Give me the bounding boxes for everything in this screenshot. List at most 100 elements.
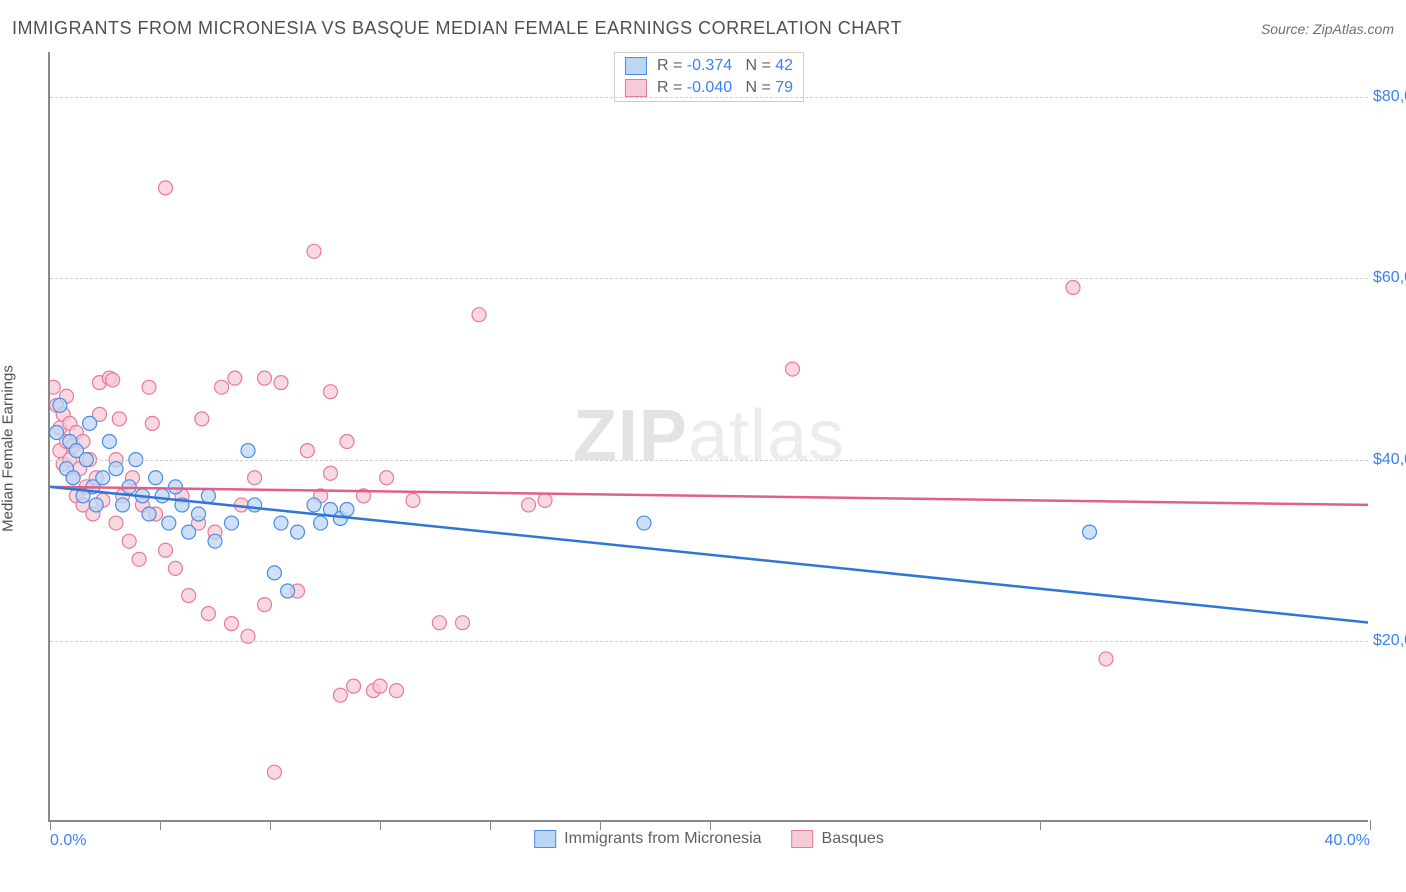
scatter-point	[248, 498, 262, 512]
scatter-point	[208, 534, 222, 548]
scatter-point	[66, 471, 80, 485]
scatter-point	[538, 493, 552, 507]
chart-svg	[50, 52, 1368, 820]
legend-swatch	[534, 830, 556, 848]
legend-swatch	[625, 79, 647, 97]
x-tick	[1040, 820, 1041, 830]
scatter-point	[324, 466, 338, 480]
scatter-point	[106, 373, 120, 387]
y-tick-label: $40,000	[1373, 451, 1406, 469]
scatter-point	[472, 308, 486, 322]
x-tick	[490, 820, 491, 830]
scatter-point	[149, 471, 163, 485]
scatter-point	[786, 362, 800, 376]
scatter-point	[432, 616, 446, 630]
y-axis-label: Median Female Earnings	[0, 365, 17, 532]
gridline	[50, 460, 1368, 461]
trend-line	[50, 487, 1368, 623]
scatter-point	[380, 471, 394, 485]
scatter-point	[300, 444, 314, 458]
scatter-point	[274, 376, 288, 390]
chart-source: Source: ZipAtlas.com	[1261, 21, 1394, 37]
scatter-point	[102, 435, 116, 449]
correlation-legend: R = -0.374 N = 42 R = -0.040 N = 79	[614, 52, 804, 102]
scatter-point	[112, 412, 126, 426]
scatter-point	[333, 688, 347, 702]
scatter-point	[281, 584, 295, 598]
scatter-point	[390, 684, 404, 698]
y-tick-label: $60,000	[1373, 269, 1406, 287]
scatter-point	[122, 534, 136, 548]
y-tick-label: $20,000	[1373, 632, 1406, 650]
legend-swatch	[625, 57, 647, 75]
scatter-point	[522, 498, 536, 512]
scatter-point	[142, 507, 156, 521]
scatter-point	[182, 525, 196, 539]
scatter-point	[182, 589, 196, 603]
series-legend-item: Basques	[792, 830, 884, 848]
scatter-point	[159, 181, 173, 195]
scatter-point	[50, 380, 60, 394]
x-tick-label: 0.0%	[50, 832, 86, 850]
scatter-point	[159, 543, 173, 557]
scatter-point	[168, 480, 182, 494]
x-tick	[380, 820, 381, 830]
scatter-point	[267, 566, 281, 580]
legend-stats: R = -0.040 N = 79	[657, 79, 793, 97]
scatter-point	[201, 489, 215, 503]
scatter-point	[347, 679, 361, 693]
legend-row: R = -0.040 N = 79	[625, 77, 793, 99]
scatter-point	[307, 498, 321, 512]
x-tick	[710, 820, 711, 830]
scatter-point	[258, 371, 272, 385]
series-legend: Immigrants from Micronesia Basques	[534, 830, 884, 848]
scatter-point	[456, 616, 470, 630]
gridline	[50, 641, 1368, 642]
scatter-point	[132, 552, 146, 566]
scatter-point	[340, 502, 354, 516]
legend-row: R = -0.374 N = 42	[625, 55, 793, 77]
scatter-point	[168, 561, 182, 575]
series-legend-item: Immigrants from Micronesia	[534, 830, 761, 848]
scatter-point	[201, 607, 215, 621]
scatter-point	[50, 425, 64, 439]
scatter-point	[225, 516, 239, 530]
scatter-point	[258, 598, 272, 612]
gridline	[50, 278, 1368, 279]
scatter-point	[89, 498, 103, 512]
scatter-point	[192, 507, 206, 521]
gridline	[50, 97, 1368, 98]
scatter-point	[637, 516, 651, 530]
scatter-point	[116, 498, 130, 512]
scatter-point	[1066, 281, 1080, 295]
scatter-point	[195, 412, 209, 426]
scatter-point	[83, 416, 97, 430]
x-tick	[1370, 820, 1371, 830]
scatter-point	[307, 244, 321, 258]
scatter-point	[53, 398, 67, 412]
series-legend-label: Immigrants from Micronesia	[564, 830, 761, 848]
x-tick-label: 40.0%	[1325, 832, 1370, 850]
x-tick	[50, 820, 51, 830]
scatter-point	[274, 516, 288, 530]
scatter-point	[96, 471, 110, 485]
scatter-point	[225, 617, 239, 631]
scatter-point	[324, 385, 338, 399]
scatter-point	[162, 516, 176, 530]
scatter-point	[248, 471, 262, 485]
x-tick	[270, 820, 271, 830]
scatter-point	[406, 493, 420, 507]
x-tick	[600, 820, 601, 830]
scatter-point	[109, 462, 123, 476]
series-legend-label: Basques	[822, 830, 884, 848]
scatter-point	[373, 679, 387, 693]
y-tick-label: $80,000	[1373, 88, 1406, 106]
chart-plot-area: ZIPatlas R = -0.374 N = 42R = -0.040 N =…	[48, 52, 1368, 822]
scatter-point	[215, 380, 229, 394]
scatter-point	[228, 371, 242, 385]
scatter-point	[1083, 525, 1097, 539]
scatter-point	[241, 444, 255, 458]
scatter-point	[340, 435, 354, 449]
scatter-point	[267, 765, 281, 779]
scatter-point	[109, 516, 123, 530]
